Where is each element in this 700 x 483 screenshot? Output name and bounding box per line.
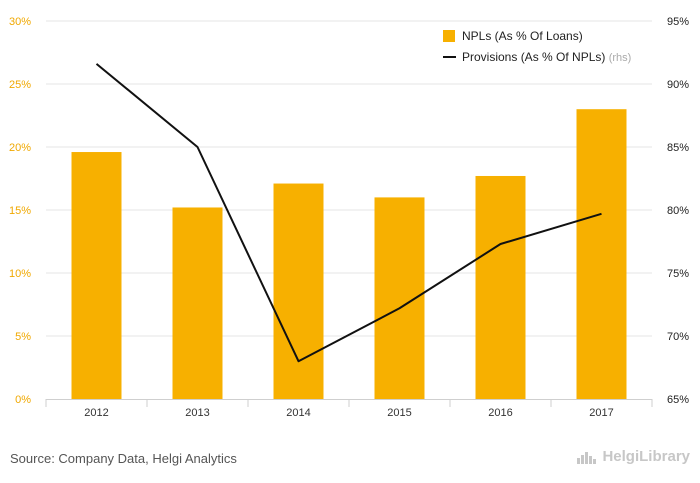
logo-text: HelgiLibrary: [602, 448, 690, 465]
x-axis-tick-label: 2013: [185, 407, 209, 419]
right-axis-tick-label: 80%: [667, 205, 689, 217]
legend-label-npls: NPLs (As % Of Loans): [462, 29, 583, 43]
bar-npls: [576, 109, 627, 399]
right-axis-tick-label: 70%: [667, 331, 689, 343]
left-axis-tick-label: 25%: [9, 79, 31, 91]
legend-label-provisions: Provisions (As % Of NPLs) (rhs): [462, 50, 631, 64]
legend: NPLs (As % Of Loans) Provisions (As % Of …: [443, 29, 631, 64]
legend-rhs-note: (rhs): [609, 52, 632, 64]
bar-npls: [172, 207, 223, 399]
bars: [71, 109, 627, 399]
provisions-line: [95, 63, 602, 363]
left-axis-tick-label: 15%: [9, 205, 31, 217]
x-axis-tick-label: 2016: [488, 407, 512, 419]
right-axis-tick-label: 90%: [667, 79, 689, 91]
bar-npls: [71, 152, 122, 399]
left-axis-tick-label: 5%: [15, 331, 31, 343]
left-axis-tick-label: 20%: [9, 142, 31, 154]
left-axis-tick-label: 10%: [9, 268, 31, 280]
helgi-library-icon: [577, 451, 597, 464]
axes: 0% 65% 5% 70% 10% 75% 15% 80% 20% 85% 25% 90% 30% 95%…: [9, 16, 689, 419]
right-axis-tick-label: 65%: [667, 394, 689, 406]
source-note: Source: Company Data, Helgi Analytics: [10, 451, 237, 466]
x-axis-tick-label: 2015: [387, 407, 411, 419]
x-axis-tick-label: 2017: [589, 407, 613, 419]
bar-npls: [273, 183, 324, 399]
line-provisions: [95, 63, 602, 363]
left-axis-tick-label: 30%: [9, 16, 31, 28]
bar-npls: [475, 175, 526, 399]
grid: [46, 20, 652, 337]
helgi-library-logo: HelgiLibrary: [576, 448, 690, 465]
x-axis-tick-label: 2014: [286, 407, 310, 419]
left-axis-tick-label: 0%: [15, 394, 31, 406]
right-axis-tick-label: 95%: [667, 16, 689, 28]
legend-swatch-npls: [443, 30, 455, 42]
right-axis-tick-label: 75%: [667, 268, 689, 280]
x-axis-tick-label: 2012: [84, 407, 108, 419]
right-axis-tick-label: 85%: [667, 142, 689, 154]
